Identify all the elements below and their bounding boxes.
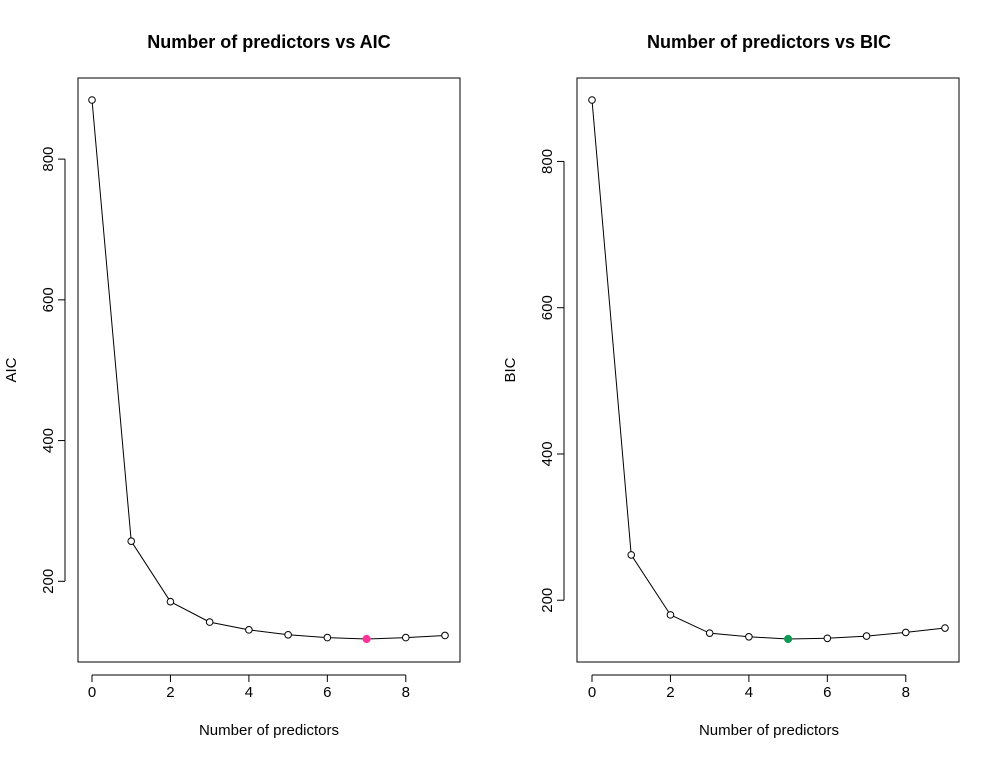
panel2-y-tick-label: 200 [539, 588, 556, 613]
panel2-highlight-point [784, 634, 793, 644]
panel1-x-tick-label: 4 [245, 684, 253, 701]
panel2-x-axis-title: Number of predictors [699, 722, 839, 739]
panel1-y-tick-label: 400 [40, 428, 57, 453]
panel2-y-tick-label: 400 [539, 441, 556, 466]
panel1-data-point [401, 633, 410, 642]
panel2-data-point [627, 551, 636, 559]
panel2-x-tick-label: 8 [902, 684, 910, 701]
panel1-x-tick-label: 8 [402, 684, 410, 701]
panel2-x-tick-label: 4 [745, 684, 753, 701]
panel2-x-tick-label: 2 [666, 684, 674, 701]
panel1-data-point [88, 96, 96, 104]
panel1-data-point [284, 630, 292, 639]
panel1-data-point [441, 631, 449, 640]
panel2-data-point [588, 96, 596, 104]
panel1-y-axis-title: AIC [3, 357, 20, 382]
panel1-x-tick-label: 0 [88, 684, 96, 701]
panel2-y-tick-label: 800 [539, 149, 556, 174]
panel1-chart-title: Number of predictors vs AIC [147, 32, 390, 52]
panel2-data-point [823, 634, 832, 643]
panel1-highlight-point [362, 634, 371, 644]
panel2-data-point [862, 632, 871, 640]
panel2-data-point [745, 633, 753, 641]
panel1-data-point [323, 633, 332, 642]
panel2-y-axis-title: BIC [502, 357, 519, 382]
panel2-data-point [705, 629, 714, 637]
panel2-x-tick-label: 6 [823, 684, 831, 701]
panel1-x-tick-label: 2 [166, 684, 174, 701]
panel1-y-tick-label: 800 [40, 147, 57, 172]
panel1-x-tick-label: 6 [323, 684, 331, 701]
panel1-data-point [205, 618, 214, 626]
panel2-plot-frame [576, 77, 960, 663]
panel1-plot-frame [77, 77, 461, 663]
panel1-data-point [245, 626, 253, 634]
panel2-y-tick-label: 600 [539, 295, 556, 320]
panel2-x-tick-label: 0 [588, 684, 596, 701]
panel2-data-point [941, 624, 949, 632]
panel2-data-point [666, 611, 675, 619]
panel1-series-line [91, 99, 446, 640]
panel2-chart-title: Number of predictors vs BIC [647, 32, 891, 52]
panel2-data-point [901, 628, 910, 637]
panel2-series-line [591, 99, 946, 640]
panel1-data-point [166, 597, 175, 606]
panel1-x-axis-title: Number of predictors [199, 722, 339, 739]
panel1-y-tick-label: 200 [40, 569, 57, 594]
panel1-y-tick-label: 600 [40, 287, 57, 312]
panel1-data-point [127, 537, 136, 545]
